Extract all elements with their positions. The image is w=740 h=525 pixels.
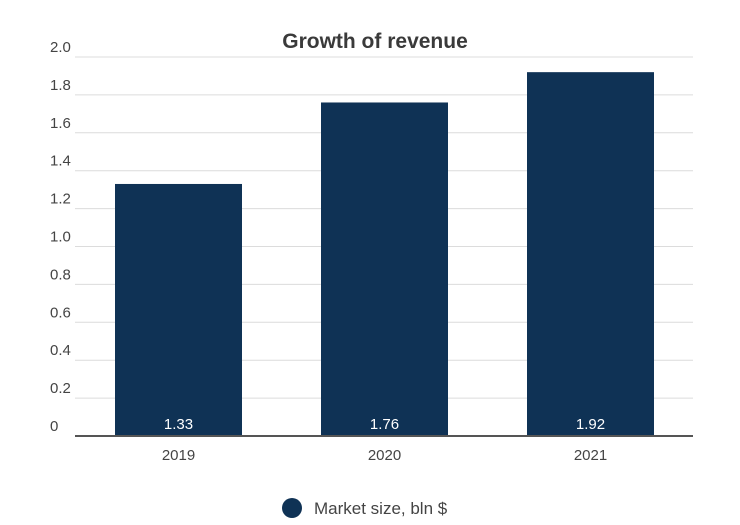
legend-swatch	[282, 498, 302, 518]
chart-title: Growth of revenue	[282, 30, 468, 53]
y-tick-label: 0.4	[50, 342, 71, 359]
y-tick-label: 1.6	[50, 115, 71, 132]
bar-2021	[527, 72, 654, 436]
y-tick-label: 0.8	[50, 266, 71, 283]
x-axis-labels: 2019 2020 2021	[162, 447, 607, 464]
y-tick-label: 0.6	[50, 304, 71, 321]
x-tick-label-2020: 2020	[368, 447, 401, 464]
y-tick-label: 2.0	[50, 39, 71, 56]
data-label-2019: 1.33	[164, 416, 193, 433]
x-tick-label-2019: 2019	[162, 447, 195, 464]
legend: Market size, bln $	[282, 498, 448, 518]
y-tick-label: 1.0	[50, 229, 71, 246]
x-tick-label-2021: 2021	[574, 447, 607, 464]
y-tick-label: 0.2	[50, 380, 71, 397]
y-axis-ticks: 0 0.2 0.4 0.6 0.8 1.0 1.2 1.4 1.6 1.8 2.0	[50, 39, 71, 435]
bar-2019	[115, 183, 242, 436]
y-tick-label: 1.4	[50, 153, 71, 170]
bars: 1.33 1.76 1.92	[115, 72, 654, 436]
y-tick-label: 1.2	[50, 191, 71, 208]
legend-label: Market size, bln $	[314, 499, 448, 518]
data-label-2021: 1.92	[576, 416, 605, 433]
y-tick-label: 1.8	[50, 77, 71, 94]
y-tick-label: 0	[50, 418, 58, 435]
data-label-2020: 1.76	[370, 416, 399, 433]
bar-2020	[321, 102, 448, 436]
